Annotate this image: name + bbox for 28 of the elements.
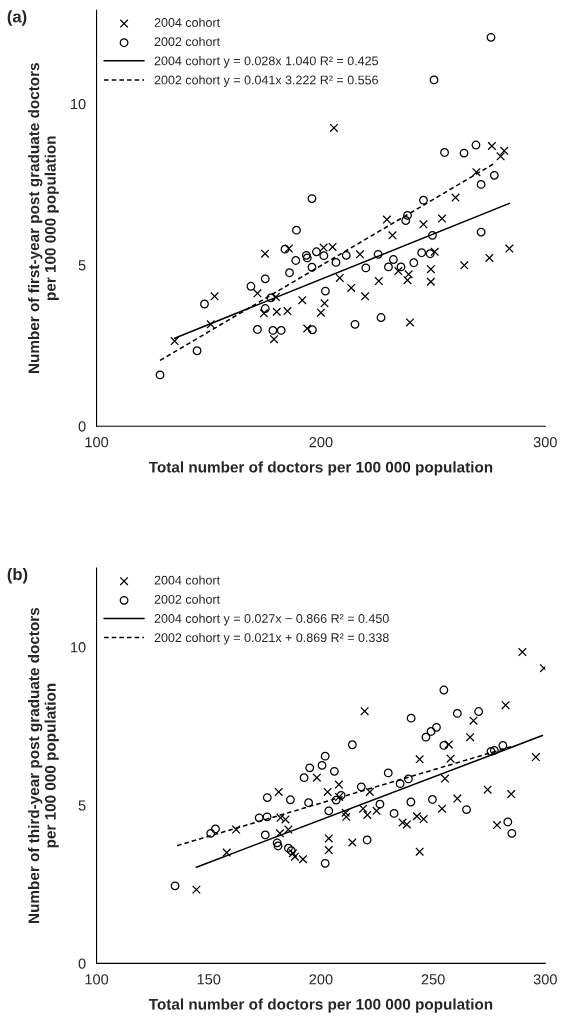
x-axis-title: Total number of doctors per 100 000 population xyxy=(148,998,493,1013)
x-axis-title: Total number of doctors per 100 000 population xyxy=(148,461,493,476)
legend-label: 2002 cohort y = 0.041x 3.222 R² = 0.556 xyxy=(154,75,378,87)
y-tick-label: 10 xyxy=(71,642,86,653)
legend-label: 2004 cohort y = 0.028x 1.040 R² = 0.425 xyxy=(154,56,378,68)
x-tick-label: 100 xyxy=(85,437,109,448)
y-tick-label: 0 xyxy=(78,421,86,432)
x-tick-label: 300 xyxy=(533,437,557,448)
legend-label: 2002 cohort xyxy=(154,594,220,604)
x-tick-label: 250 xyxy=(421,974,445,985)
x-tick-label: 300 xyxy=(533,974,557,985)
legend-label: 2004 cohort y = 0.027x − 0.866 R² = 0.450 xyxy=(154,613,389,626)
y-axis-title: Number of first-year post graduate doctors per 100 000 population xyxy=(28,63,59,373)
x-tick-label: 150 xyxy=(197,974,221,985)
legend-label: 2002 cohort xyxy=(154,36,220,47)
x-tick-label: 200 xyxy=(309,974,333,985)
chart-title: (a) xyxy=(7,10,27,26)
y-tick-label: 10 xyxy=(71,98,86,110)
legend-label: 2004 cohort xyxy=(154,17,220,27)
y-tick-label: 5 xyxy=(78,260,86,271)
y-tick-label: 5 xyxy=(78,800,86,811)
chart-title: (b) xyxy=(7,567,28,584)
legend-label: 2002 cohort y = 0.021x + 0.869 R² = 0.338 xyxy=(154,632,389,645)
x-tick-label: 100 xyxy=(85,974,109,985)
y-tick-label: 0 xyxy=(78,958,86,969)
x-tick-label: 200 xyxy=(309,437,333,448)
y-axis-title: Number of third-year post graduate doctors per 100 000 population xyxy=(28,607,59,923)
legend-label: 2004 cohort xyxy=(154,575,220,585)
